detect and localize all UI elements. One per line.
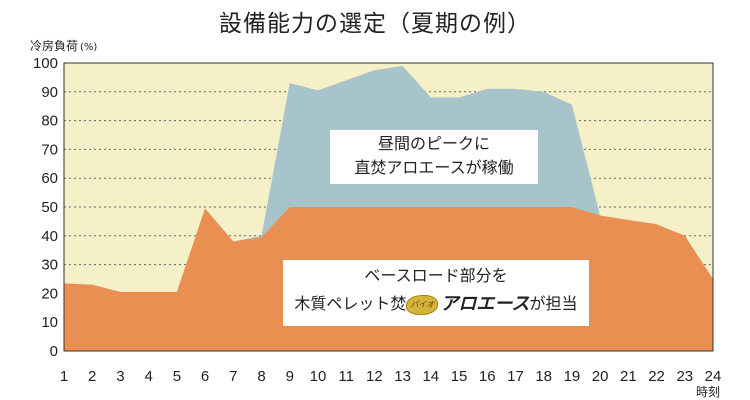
y-tick-label-40: 40 [41,228,58,245]
x-axis-label: 時刻 [696,385,721,399]
y-tick-label-100: 100 [33,55,58,72]
x-tick-label-10: 10 [310,368,327,385]
y-axis-unit: (%) [80,42,98,53]
x-tick-label-14: 14 [422,368,439,385]
base-annotation: ベースロード部分を 木質ペレット焚 バイオ アロエースが担当 [283,260,589,326]
peak-annotation-line1: 昼間のピークに [377,134,490,153]
x-tick-label-23: 23 [676,368,693,385]
peak-annotation-line2: 直焚アロエースが稼働 [354,158,514,177]
x-tick-label-24: 24 [705,368,722,385]
y-tick-label-50: 50 [41,199,58,216]
base-annotation-line1: ベースロード部分を [364,266,508,285]
bio-logo-icon: バイオ [406,294,439,315]
x-tick-label-17: 17 [507,368,524,385]
y-tick-label-70: 70 [41,141,58,158]
x-tick-label-22: 22 [648,368,665,385]
y-axis-label-text: 冷房負荷 [30,39,79,53]
y-tick-label-20: 20 [41,285,58,302]
x-tick-label-18: 18 [535,368,552,385]
base-annotation-line2: 木質ペレット焚 バイオ アロエースが担当 [283,290,589,319]
x-tick-label-11: 11 [338,368,354,385]
x-tick-label-3: 3 [116,368,124,385]
x-tick-label-6: 6 [201,368,209,385]
x-tick-label-16: 16 [479,368,496,385]
x-tick-label-8: 8 [257,368,265,385]
y-tick-label-60: 60 [41,170,58,187]
x-tick-label-1: 1 [60,368,68,385]
x-tick-label-7: 7 [229,368,237,385]
y-tick-label-30: 30 [41,257,58,274]
y-tick-label-80: 80 [41,113,58,130]
y-tick-label-10: 10 [41,314,58,331]
x-tick-label-5: 5 [173,368,181,385]
x-tick-label-19: 19 [564,368,581,385]
y-tick-label-0: 0 [50,343,58,360]
bio-aroace-brand: バイオ アロエース [406,290,530,319]
base-annotation-role: が担当 [529,294,578,313]
x-tick-label-2: 2 [88,368,96,385]
brand-name: アロエース [440,293,530,315]
plot-frame [63,62,714,352]
y-axis-label: 冷房負荷 (%) [30,37,97,54]
x-tick-label-13: 13 [394,368,411,385]
x-tick-label-15: 15 [451,368,468,385]
x-tick-label-4: 4 [144,368,152,385]
x-tick-label-9: 9 [286,368,294,385]
x-tick-label-21: 21 [620,368,637,385]
x-tick-label-20: 20 [592,368,609,385]
x-tick-label-12: 12 [366,368,383,385]
chart-title: 設備能力の選定（夏期の例） [219,11,531,37]
peak-annotation: 昼間のピークに 直焚アロエースが稼働 [330,130,538,184]
base-annotation-fuel: 木質ペレット焚 [294,294,407,313]
y-tick-label-90: 90 [41,84,58,101]
